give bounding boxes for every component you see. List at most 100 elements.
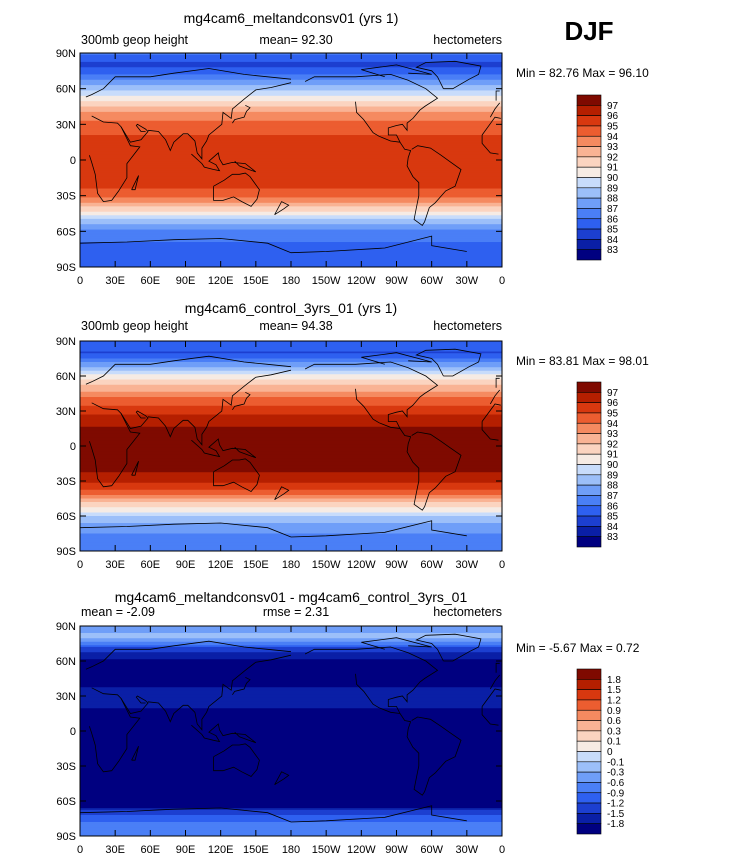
field-band xyxy=(80,86,502,90)
field-band xyxy=(80,454,502,458)
field-band xyxy=(80,202,502,206)
coastline xyxy=(355,101,401,143)
field-band xyxy=(80,183,502,186)
coastline xyxy=(89,687,501,773)
field-band xyxy=(80,827,502,830)
field-band xyxy=(80,731,502,734)
field-band xyxy=(80,510,502,514)
x-tick-label: 120W xyxy=(347,844,376,856)
field-band xyxy=(80,645,502,648)
x-tick-label: 90W xyxy=(385,275,408,287)
field-band xyxy=(80,825,502,828)
x-tick-label: 60W xyxy=(420,275,443,287)
field-band xyxy=(80,201,502,204)
y-tick-label: 90N xyxy=(56,621,76,633)
colorbar-swatch xyxy=(576,433,602,445)
colorbar-swatch xyxy=(576,813,602,824)
field-band xyxy=(80,131,502,134)
panel-1: 0 30E 60E 90E 120E 150E 180 150W 120W 90W 60W 30W 09… xyxy=(56,10,649,287)
field-band xyxy=(80,176,502,179)
field-band xyxy=(80,236,502,240)
field-band xyxy=(80,258,502,261)
field-band xyxy=(80,151,502,154)
field-band xyxy=(80,771,502,774)
field-band xyxy=(80,167,502,170)
field-band xyxy=(80,669,502,673)
field-band xyxy=(80,444,502,447)
field-band xyxy=(80,732,502,736)
field-band xyxy=(80,356,502,360)
field-band xyxy=(80,692,502,695)
x-tick-label: 0 xyxy=(77,275,83,287)
colorbar-label: 93 xyxy=(607,429,619,440)
field-band xyxy=(80,79,502,83)
field-band xyxy=(80,74,502,77)
field-band xyxy=(80,502,502,505)
field-band xyxy=(80,113,502,117)
y-tick-label: 30S xyxy=(56,191,76,203)
colorbar-swatch xyxy=(576,197,602,209)
colorbar-label: 90 xyxy=(607,460,619,471)
field-band xyxy=(80,393,502,396)
colorbar-label: -1.2 xyxy=(607,799,625,810)
field-band xyxy=(80,806,502,809)
field-band xyxy=(80,664,502,667)
field-band xyxy=(80,633,502,636)
field-band xyxy=(80,85,502,88)
coastline xyxy=(213,743,260,777)
colorbar-label: 94 xyxy=(607,419,619,430)
season-label: DJF xyxy=(564,16,613,46)
field-band xyxy=(80,351,502,354)
panel-title: mg4cam6_meltandconsv01 (yrs 1) xyxy=(184,10,399,26)
colorbar-swatch xyxy=(576,484,602,496)
field-band xyxy=(80,781,502,785)
field-band xyxy=(80,383,502,386)
field-band xyxy=(80,694,502,697)
field-band xyxy=(80,512,502,515)
field-band xyxy=(80,411,502,414)
coastline xyxy=(304,361,462,511)
field-band xyxy=(80,636,502,639)
field-band xyxy=(80,348,502,351)
field-band xyxy=(80,792,502,795)
y-tick-label: 30N xyxy=(56,119,76,131)
field-band xyxy=(80,204,502,207)
field-band xyxy=(80,526,502,529)
coastline xyxy=(131,461,139,476)
colorbar-label: 85 xyxy=(607,512,619,523)
y-tick-label: 30N xyxy=(56,406,76,418)
field-band xyxy=(80,785,502,788)
field-band xyxy=(80,256,502,259)
field-band xyxy=(80,783,502,786)
field-band xyxy=(80,507,502,510)
field-band xyxy=(80,372,502,375)
field-band xyxy=(80,195,502,199)
colorbar-label: 89 xyxy=(607,183,619,194)
field-band xyxy=(80,224,502,227)
field-band xyxy=(80,186,502,190)
field-band xyxy=(80,376,502,379)
field-band xyxy=(80,696,502,699)
field-band xyxy=(80,225,502,229)
coastline xyxy=(274,771,290,786)
x-tick-label: 180 xyxy=(282,559,300,571)
colorbar-label: 95 xyxy=(607,121,619,132)
colorbar-swatch xyxy=(576,239,602,250)
panel-title: mg4cam6_meltandconsv01 - mg4cam6_control… xyxy=(115,589,468,605)
field-band xyxy=(80,456,502,459)
field-band xyxy=(80,61,502,65)
coastline xyxy=(274,201,290,216)
field-band xyxy=(80,717,502,720)
field-band xyxy=(80,491,502,494)
field-band xyxy=(80,83,502,86)
field-band xyxy=(80,412,502,416)
field-band xyxy=(80,418,502,421)
field-band xyxy=(80,190,502,193)
colorbar-label: 87 xyxy=(607,491,619,502)
field-band xyxy=(80,65,502,68)
colorbar-swatch xyxy=(576,505,602,517)
x-tick-label: 30E xyxy=(105,559,125,571)
field-band xyxy=(80,227,502,231)
field-band xyxy=(80,752,502,755)
coastline xyxy=(191,438,257,459)
